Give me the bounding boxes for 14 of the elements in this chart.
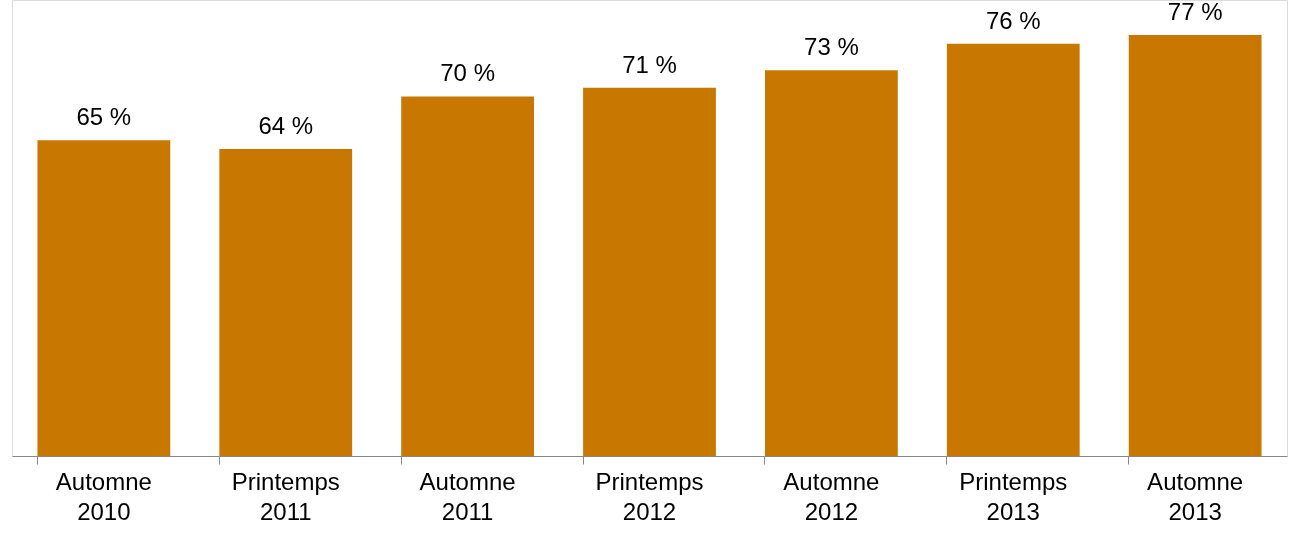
data-label: 76 %: [985, 6, 1041, 34]
x-tick-label: Printemps 2012: [595, 467, 704, 525]
data-label: 64 %: [258, 112, 314, 140]
data-label: 65 %: [76, 103, 132, 131]
x-tick-label: Automne 2013: [1147, 467, 1244, 525]
data-label: 73 %: [804, 33, 859, 61]
x-tick-label: Automne 2011: [419, 467, 516, 525]
data-label: 77 %: [1167, 0, 1223, 26]
x-tick-label: Automne 2012: [783, 467, 880, 525]
x-tick-label: Printemps 2011: [231, 467, 340, 525]
data-label: 70 %: [440, 59, 495, 87]
data-label: 71 %: [622, 50, 677, 78]
x-tick-label: Printemps 2013: [959, 467, 1068, 525]
x-tick-label: Automne 2010: [55, 467, 152, 525]
